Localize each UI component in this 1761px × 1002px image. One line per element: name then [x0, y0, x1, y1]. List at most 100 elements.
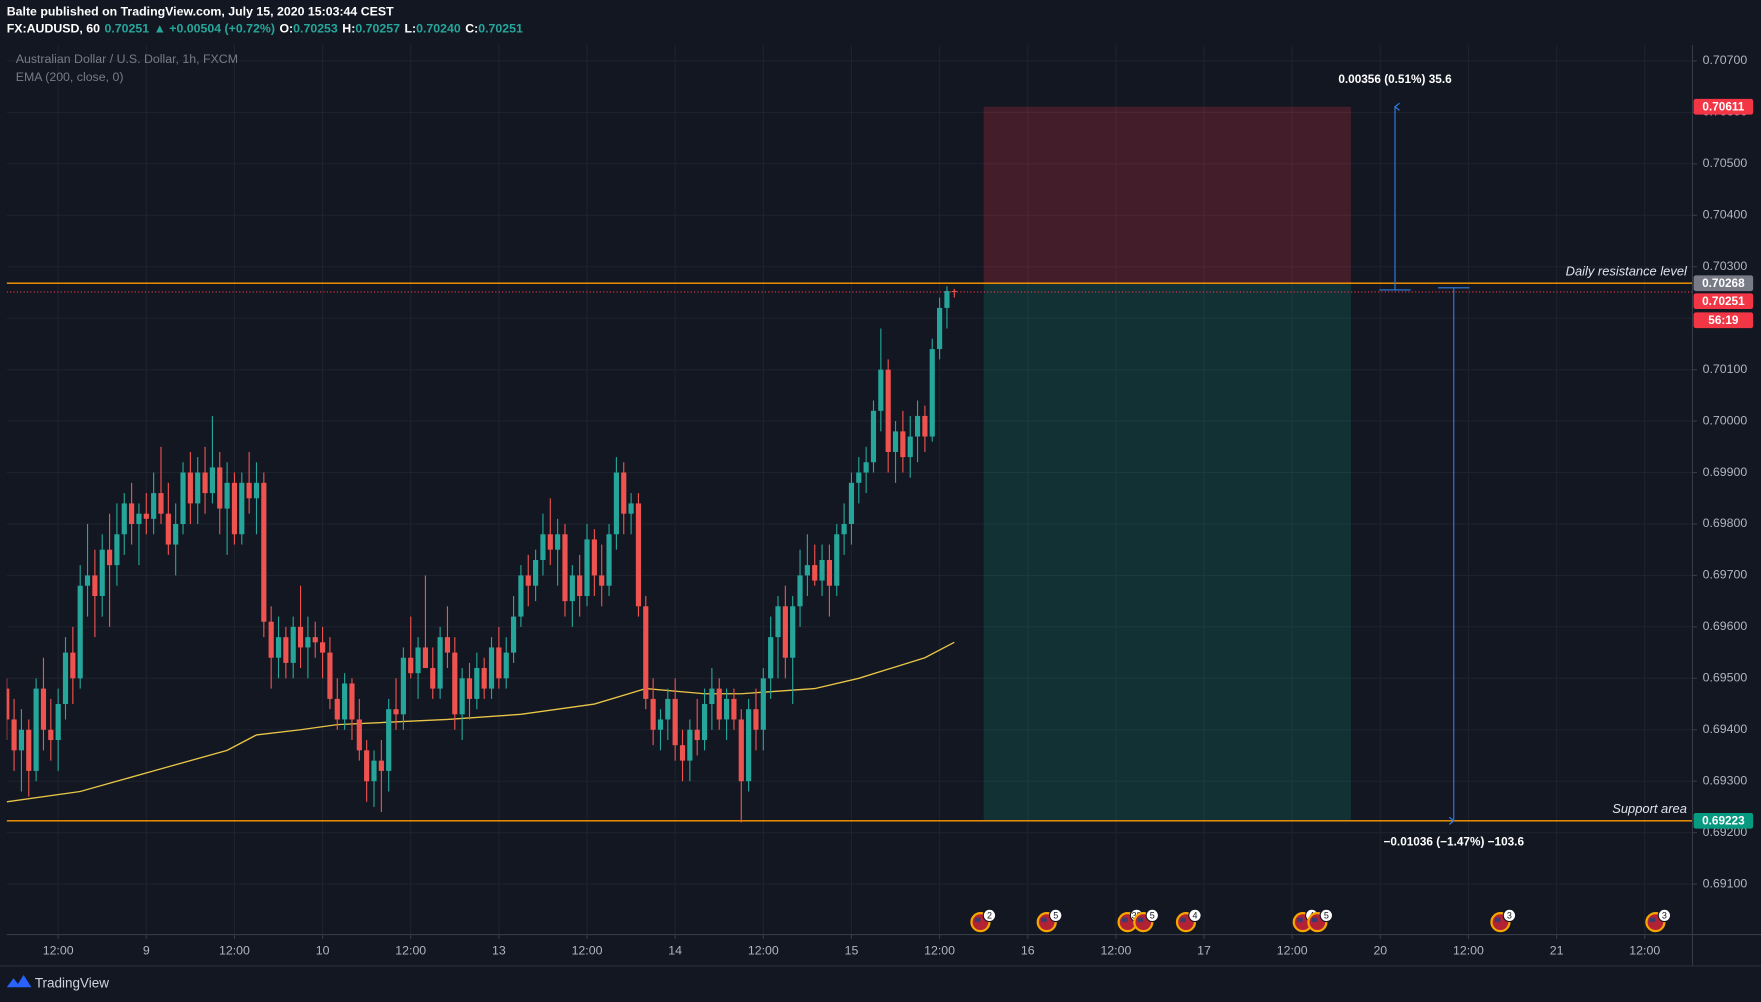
y-tick-label: 0.69700 [1703, 568, 1748, 582]
candle-body [48, 729, 54, 741]
candle-body [804, 565, 810, 576]
candle-body [408, 657, 414, 674]
price-tag-label: 0.70251 [1702, 295, 1745, 308]
candle-body [224, 482, 230, 509]
candle-body [40, 688, 47, 730]
price-tag [1693, 812, 1754, 829]
event-badge [1502, 908, 1517, 923]
candle-body [356, 719, 362, 751]
candle-body [900, 431, 906, 458]
x-tick-label: 12:00 [1629, 944, 1660, 958]
y-tick-label: 0.69800 [1703, 516, 1748, 530]
candle-body [723, 698, 730, 720]
candle-body [158, 493, 164, 514]
candle-body [342, 683, 348, 720]
event-count: 5 [1150, 910, 1155, 920]
event-icon: 5 [1036, 908, 1063, 933]
event-flag [974, 917, 981, 923]
axes: 0.691000.692000.693000.694000.695000.696… [43, 53, 1754, 958]
x-tick-label: 12:00 [43, 944, 74, 958]
x-tick-label: 12:00 [572, 944, 603, 958]
drawings [6, 107, 1693, 821]
countdown-tag [1693, 312, 1754, 329]
candle-body [709, 688, 715, 705]
candle-body [151, 493, 157, 519]
symbol-part: 0.70257 [355, 22, 400, 36]
ema-line [6, 641, 955, 803]
candle-body [878, 369, 884, 411]
event-count: 3 [1507, 910, 1512, 920]
candle-body [253, 482, 260, 499]
candle-body [738, 719, 744, 782]
candle-body [327, 652, 333, 699]
candle-body [180, 472, 186, 524]
candle-body [885, 369, 891, 452]
y-tick-label: 0.69400 [1703, 722, 1748, 736]
event-icon: 4 [1175, 908, 1202, 933]
x-tick-label: 12:00 [1453, 944, 1484, 958]
event-count: 5 [1324, 910, 1329, 920]
symbol-part: 0.70251 [105, 22, 150, 36]
candle-body [510, 616, 517, 653]
candle-body [731, 698, 737, 720]
price-tag-label: 0.69223 [1702, 814, 1745, 827]
event-count: 2 [987, 910, 992, 920]
x-tick-label: 21 [1550, 944, 1564, 958]
chart-title: Australian Dollar / U.S. Dollar, 1h, FXC… [16, 52, 238, 66]
event-badge [1145, 908, 1160, 923]
candle-body [716, 688, 722, 720]
price-tag [1693, 98, 1754, 115]
candle-body [349, 683, 355, 720]
candle-body [937, 307, 943, 350]
candle-body [826, 559, 832, 586]
candle-body [275, 637, 282, 658]
x-tick-label: 20 [1373, 944, 1387, 958]
candle-body [790, 606, 796, 658]
x-tick-label: 17 [1197, 944, 1211, 958]
candle-body [569, 575, 575, 602]
candle-body [173, 523, 179, 545]
candle-body [533, 559, 539, 586]
candle-body [26, 729, 32, 771]
candle-body [672, 698, 678, 746]
candle-body [62, 652, 69, 705]
grid [6, 45, 1693, 935]
event-badge [1048, 908, 1063, 923]
candle-body [679, 745, 686, 761]
event-badge [1657, 908, 1672, 923]
event-icon: 38 [1117, 908, 1144, 933]
candle-body [165, 513, 171, 545]
y-tick-label: 0.70300 [1703, 259, 1748, 273]
candle-body [143, 513, 149, 519]
candle-body [701, 704, 708, 741]
candle-body [202, 472, 208, 494]
candle-body [459, 678, 465, 715]
candle-body [290, 626, 296, 663]
event-icon: 5 [1307, 908, 1334, 933]
price-tag [1693, 275, 1754, 292]
candle-body [599, 575, 605, 586]
y-tick-label: 0.69500 [1703, 671, 1748, 685]
event-icon: 2 [970, 908, 997, 933]
candle-body [907, 436, 913, 458]
candle-body [11, 719, 17, 751]
y-tick-label: 0.70700 [1703, 53, 1748, 67]
candle-body [33, 688, 39, 771]
candle-body [628, 503, 634, 514]
candle-body [415, 647, 421, 674]
candle-body [364, 750, 370, 782]
logo [6, 974, 32, 988]
candle-body [444, 637, 451, 653]
candle-body [870, 410, 877, 463]
candle-body [92, 575, 98, 597]
symbol-part: 0.70253 [293, 22, 338, 36]
level-label: Support area [1612, 801, 1687, 816]
event-count: 5 [1053, 910, 1058, 920]
candle-body [217, 467, 223, 509]
candle-body [863, 462, 869, 473]
candle-body [643, 606, 649, 699]
candle-body [841, 523, 847, 535]
event-badge [1319, 908, 1334, 923]
candle-body [547, 534, 553, 550]
candle-body [297, 626, 304, 648]
